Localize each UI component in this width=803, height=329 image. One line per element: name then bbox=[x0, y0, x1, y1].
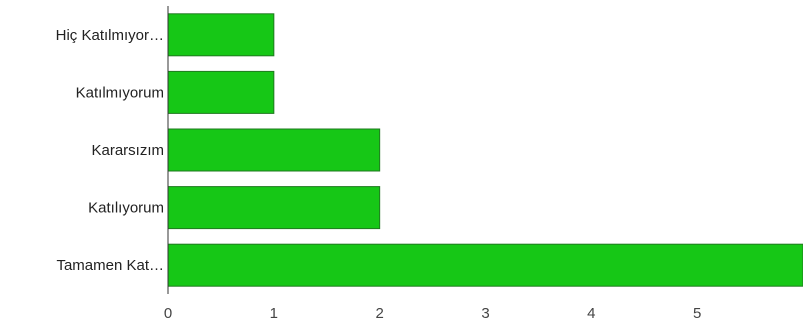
x-tick-label-5: 5 bbox=[693, 305, 701, 322]
x-tick-label-3: 3 bbox=[481, 305, 489, 322]
category-label-2: Kararsızım bbox=[91, 142, 164, 159]
bars-group bbox=[167, 13, 803, 287]
x-tick-label-4: 4 bbox=[587, 305, 595, 322]
category-label-1: Katılmıyorum bbox=[76, 84, 164, 101]
bar-1 bbox=[167, 70, 275, 114]
x-tick-labels: 0 1 2 3 4 5 bbox=[164, 305, 702, 322]
category-label-0: Hiç Katılmıyor… bbox=[56, 27, 164, 44]
category-labels: Hiç Katılmıyor… Katılmıyorum Kararsızım Kat… bbox=[56, 27, 164, 274]
bar-0 bbox=[167, 13, 275, 57]
category-label-4: Tamamen Kat… bbox=[56, 257, 164, 274]
x-tick-label-0: 0 bbox=[164, 305, 172, 322]
x-tick-label-2: 2 bbox=[375, 305, 383, 322]
bar-3 bbox=[167, 186, 381, 230]
bar-2 bbox=[167, 128, 381, 172]
category-label-3: Katılıyorum bbox=[88, 200, 164, 217]
x-tick-label-1: 1 bbox=[270, 305, 278, 322]
bar-4 bbox=[167, 243, 803, 287]
